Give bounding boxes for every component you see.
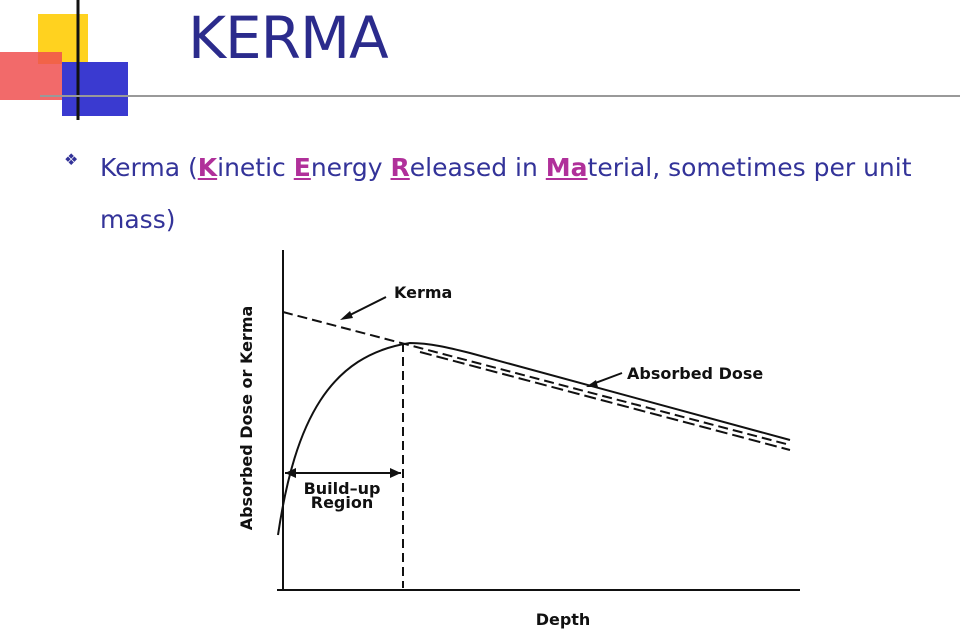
arrow-head [586,380,598,387]
y-axis-label: Absorbed Dose or Kerma [237,306,256,531]
bullet-text: Kerma (Kinetic Energy Released in Materi… [100,142,940,246]
highlight-letters: E [293,153,311,182]
bullet-segment: nergy [310,153,391,182]
highlight-letters: Ma [545,153,588,182]
arrow-head [340,311,353,320]
arrow-head [285,468,296,478]
arrow-head [390,468,401,478]
title: KERMA [188,4,389,72]
bullet-segment: eleased in [409,153,546,182]
bullet-marker: ❖ [64,150,79,169]
buildup-label: Region [311,493,374,512]
bullet-segment: inetic [217,153,294,182]
highlight-letters: R [390,153,410,182]
kerma-label: Kerma [394,283,452,302]
kerma-line [282,311,791,446]
highlight-letters: K [197,153,218,182]
dose-dashed [419,351,791,451]
bullet-segment: terial, sometimes per unit mass) [100,153,912,234]
x-axis-label: Depth [536,610,591,629]
blue-square [62,62,128,116]
dose-label: Absorbed Dose [627,364,763,383]
bullet-segment: Kerma ( [100,153,198,182]
dose-curve [277,341,791,536]
buildup-label: Build–up [304,479,381,498]
red-square [0,52,62,100]
